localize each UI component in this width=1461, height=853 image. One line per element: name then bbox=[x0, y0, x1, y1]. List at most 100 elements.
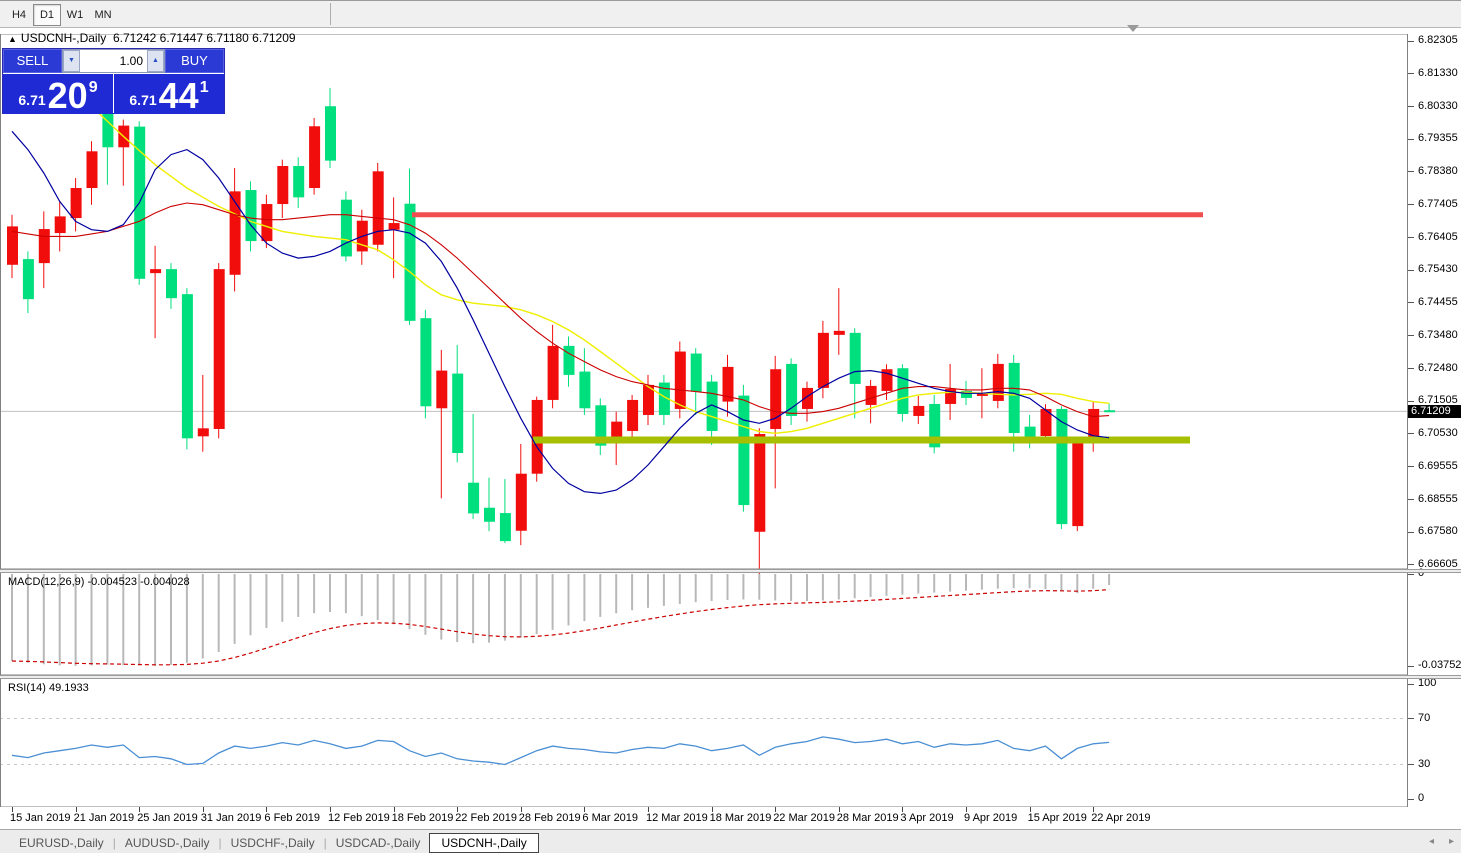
price-axis-label[interactable]: 6.70530 bbox=[1418, 426, 1458, 439]
candle bbox=[261, 204, 273, 242]
sell-button[interactable]: SELL bbox=[3, 49, 62, 73]
date-axis-label[interactable]: 12 Mar 2019 bbox=[646, 812, 708, 824]
candle bbox=[293, 165, 305, 198]
date-axis-label[interactable]: 6 Mar 2019 bbox=[582, 812, 639, 824]
candle bbox=[166, 269, 177, 299]
rsi-splitter[interactable] bbox=[0, 675, 1461, 679]
candle bbox=[1040, 408, 1052, 436]
date-axis-label[interactable]: 21 Jan 2019 bbox=[73, 812, 135, 824]
chart-title-ohlc: 6.71242 6.71447 6.71180 6.71209 bbox=[112, 31, 296, 45]
price-chart-canvas[interactable] bbox=[0, 34, 1408, 807]
tab-separator: | bbox=[218, 835, 222, 850]
price-axis-label[interactable]: 6.66605 bbox=[1418, 557, 1458, 570]
date-axis-label[interactable]: 3 Apr 2019 bbox=[900, 812, 954, 824]
date-axis-label[interactable]: 9 Apr 2019 bbox=[964, 812, 1018, 824]
date-axis-label[interactable]: 18 Mar 2019 bbox=[709, 812, 772, 824]
candle bbox=[929, 403, 941, 448]
rsi-axis-label[interactable]: 30 bbox=[1418, 757, 1431, 770]
tab-audusd-daily[interactable]: AUDUSD-,Daily bbox=[124, 835, 210, 850]
price-axis-label[interactable]: 6.82305 bbox=[1418, 34, 1458, 46]
macd-axis-label[interactable]: 0 bbox=[1418, 567, 1425, 579]
candle bbox=[7, 226, 18, 265]
candle bbox=[102, 113, 114, 148]
price-axis-label[interactable]: 6.73480 bbox=[1418, 328, 1458, 341]
tab-eurusd-daily[interactable]: EURUSD-,Daily bbox=[19, 835, 104, 850]
candle bbox=[1104, 410, 1116, 413]
date-axis-label[interactable]: 22 Feb 2019 bbox=[455, 812, 517, 824]
timeframe-button-h4[interactable]: H4 bbox=[11, 9, 27, 21]
tabs-scroll-left-icon[interactable]: ◂ bbox=[1429, 836, 1435, 847]
date-axis-label[interactable]: 28 Mar 2019 bbox=[836, 812, 899, 824]
macd-axis-label[interactable]: -0.037529 bbox=[1418, 659, 1461, 671]
timeframe-button-d1[interactable]: D1 bbox=[33, 4, 61, 26]
price-axis-label[interactable]: 6.80330 bbox=[1418, 99, 1458, 112]
sell-price[interactable]: 6.71 20 9 bbox=[3, 74, 113, 114]
date-axis-label[interactable]: 28 Feb 2019 bbox=[518, 812, 581, 824]
candle bbox=[770, 369, 782, 429]
price-axis-label[interactable]: 6.68555 bbox=[1418, 492, 1458, 505]
chart-shift-marker-icon[interactable] bbox=[1127, 25, 1139, 32]
candle bbox=[515, 473, 527, 531]
date-axis-label[interactable]: 31 Jan 2019 bbox=[200, 812, 262, 824]
price-axis-tick bbox=[1408, 499, 1414, 501]
date-axis-label[interactable]: 22 Mar 2019 bbox=[773, 812, 835, 824]
price-axis-label[interactable]: 6.69555 bbox=[1418, 459, 1458, 472]
price-axis-tick bbox=[1408, 269, 1414, 271]
date-axis-tick bbox=[457, 807, 459, 812]
one-click-trading-panel: SELL ▼ ▲ BUY 6.71 20 9 6.71 44 1 bbox=[2, 48, 225, 114]
timeframe-toolbar: H4 D1 W1 MN bbox=[0, 1, 1461, 28]
candle bbox=[976, 392, 988, 396]
volume-input[interactable] bbox=[80, 50, 147, 72]
rsi-axis-label[interactable]: 0 bbox=[1418, 792, 1425, 804]
candle bbox=[658, 382, 670, 415]
price-axis-tick bbox=[1408, 433, 1414, 435]
timeframe-button-w1[interactable]: W1 bbox=[66, 9, 84, 21]
date-axis-label[interactable]: 25 Jan 2019 bbox=[137, 812, 198, 824]
date-axis-label[interactable]: 15 Jan 2019 bbox=[10, 812, 71, 824]
date-axis-tick bbox=[902, 807, 904, 812]
price-axis-label[interactable]: 6.81330 bbox=[1418, 66, 1458, 79]
date-axis-label[interactable]: 18 Feb 2019 bbox=[391, 812, 454, 824]
buy-price[interactable]: 6.71 44 1 bbox=[114, 74, 224, 114]
price-axis-label[interactable]: 6.75430 bbox=[1418, 263, 1458, 276]
price-axis-label[interactable]: 6.77405 bbox=[1418, 197, 1458, 210]
date-axis-label[interactable]: 22 Apr 2019 bbox=[1091, 812, 1151, 824]
price-axis-label[interactable]: 6.71505 bbox=[1418, 394, 1458, 407]
toolbar-divider bbox=[330, 3, 331, 25]
date-axis-label[interactable]: 15 Apr 2019 bbox=[1027, 812, 1087, 824]
timeframe-button-mn[interactable]: MN bbox=[94, 9, 112, 21]
candle bbox=[404, 203, 416, 321]
tab-usdcad-daily[interactable]: USDCAD-,Daily bbox=[335, 835, 421, 850]
candle bbox=[484, 507, 495, 522]
macd-axis-tick bbox=[1408, 665, 1414, 667]
rsi-axis-label[interactable]: 70 bbox=[1418, 711, 1431, 724]
price-axis-label[interactable]: 6.78380 bbox=[1418, 164, 1458, 177]
candle bbox=[563, 345, 575, 375]
candle bbox=[277, 165, 289, 205]
date-axis-label[interactable]: 6 Feb 2019 bbox=[264, 812, 321, 824]
tabs-scroll-right-icon[interactable]: ▸ bbox=[1449, 836, 1455, 847]
macd-label: MACD(12,26,9) -0.004523 -0.004028 bbox=[8, 576, 190, 588]
tab-usdcnh-daily[interactable]: USDCNH-,Daily bbox=[429, 832, 539, 853]
candle bbox=[436, 370, 448, 409]
candle bbox=[992, 363, 1004, 401]
candle bbox=[1008, 362, 1020, 433]
volume-decrease-button[interactable]: ▼ bbox=[63, 50, 80, 72]
candle bbox=[1088, 408, 1100, 441]
candle bbox=[627, 399, 639, 431]
price-axis-label[interactable]: 6.76405 bbox=[1418, 230, 1458, 243]
chart-tabbar: EURUSD-,Daily | AUDUSD-,Daily | USDCHF-,Dail… bbox=[0, 829, 1461, 853]
volume-increase-button[interactable]: ▲ bbox=[147, 50, 164, 72]
price-axis-label[interactable]: 6.67580 bbox=[1418, 525, 1458, 538]
candle bbox=[213, 269, 225, 429]
macd-splitter[interactable] bbox=[0, 569, 1461, 573]
price-axis-label[interactable]: 6.74455 bbox=[1418, 295, 1458, 308]
tab-usdchf-daily[interactable]: USDCHF-,Daily bbox=[230, 835, 315, 850]
price-axis-label[interactable]: 6.79355 bbox=[1418, 132, 1458, 145]
rsi-axis-label[interactable]: 100 bbox=[1418, 677, 1437, 689]
candle bbox=[499, 513, 511, 542]
date-axis-label[interactable]: 12 Feb 2019 bbox=[328, 812, 390, 824]
price-axis-label[interactable]: 6.72480 bbox=[1418, 361, 1458, 374]
candle bbox=[595, 405, 607, 446]
buy-button[interactable]: BUY bbox=[165, 49, 224, 73]
